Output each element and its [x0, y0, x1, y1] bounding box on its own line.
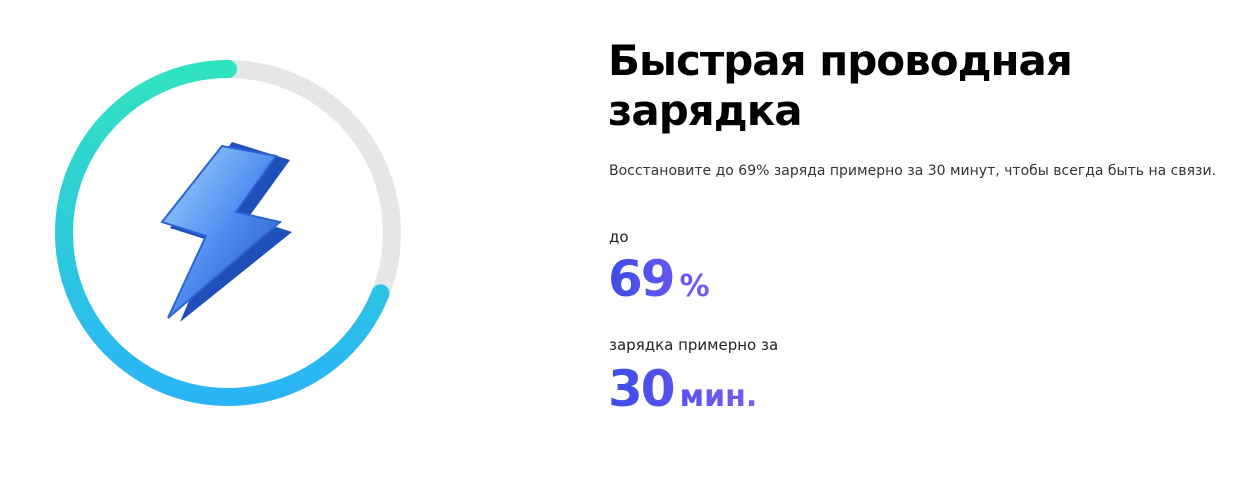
stat-number: 30 — [608, 360, 674, 418]
stat-value: 69% — [608, 250, 710, 308]
charge-ring — [55, 60, 401, 406]
title: Быстрая проводная зарядка — [608, 36, 1073, 135]
stat-prefix: зарядка примерно за — [609, 336, 779, 354]
stat-prefix: до — [609, 228, 629, 246]
stat-unit: % — [679, 269, 710, 304]
ring-progress — [55, 60, 390, 406]
stat-value: 30 мин. — [608, 360, 757, 418]
stat-unit: мин. — [679, 379, 758, 414]
description: Восстановите до 69% заряда примерно за 3… — [609, 163, 1216, 179]
stat-number: 69 — [608, 250, 674, 308]
bolt-icon — [160, 142, 292, 322]
